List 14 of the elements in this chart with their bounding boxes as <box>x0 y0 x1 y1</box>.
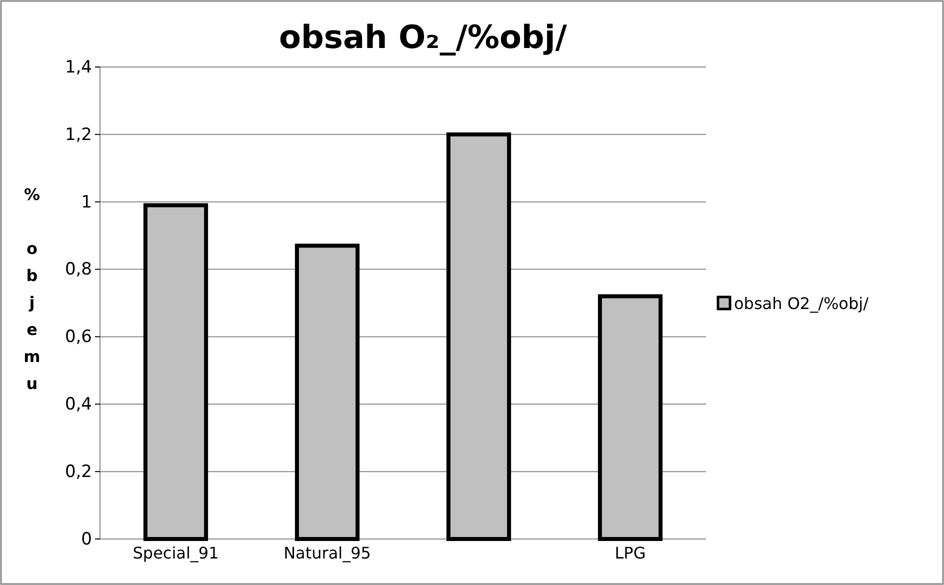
y-tick-label: 1 <box>81 192 92 212</box>
y-tick-label: 0 <box>81 529 92 550</box>
x-tick-label: Special_91 <box>132 543 219 562</box>
x-tick-label: LPG <box>614 543 646 562</box>
y-tick-label: 1,4 <box>64 57 92 78</box>
y-tick-label: 0,8 <box>64 260 92 280</box>
y-tick-label: 1,2 <box>64 124 92 145</box>
legend-label: obsah O2_/%obj/ <box>734 294 870 313</box>
text: % objemu <box>24 185 40 393</box>
y-tick-label: 0,2 <box>64 462 92 482</box>
x-tick-label: Natural_95 <box>284 543 371 562</box>
chart-title: obsah O₂_/%obj/ <box>279 18 568 56</box>
y-tick-label: 0,4 <box>64 394 92 415</box>
y-tick-label: 0,6 <box>64 327 92 348</box>
